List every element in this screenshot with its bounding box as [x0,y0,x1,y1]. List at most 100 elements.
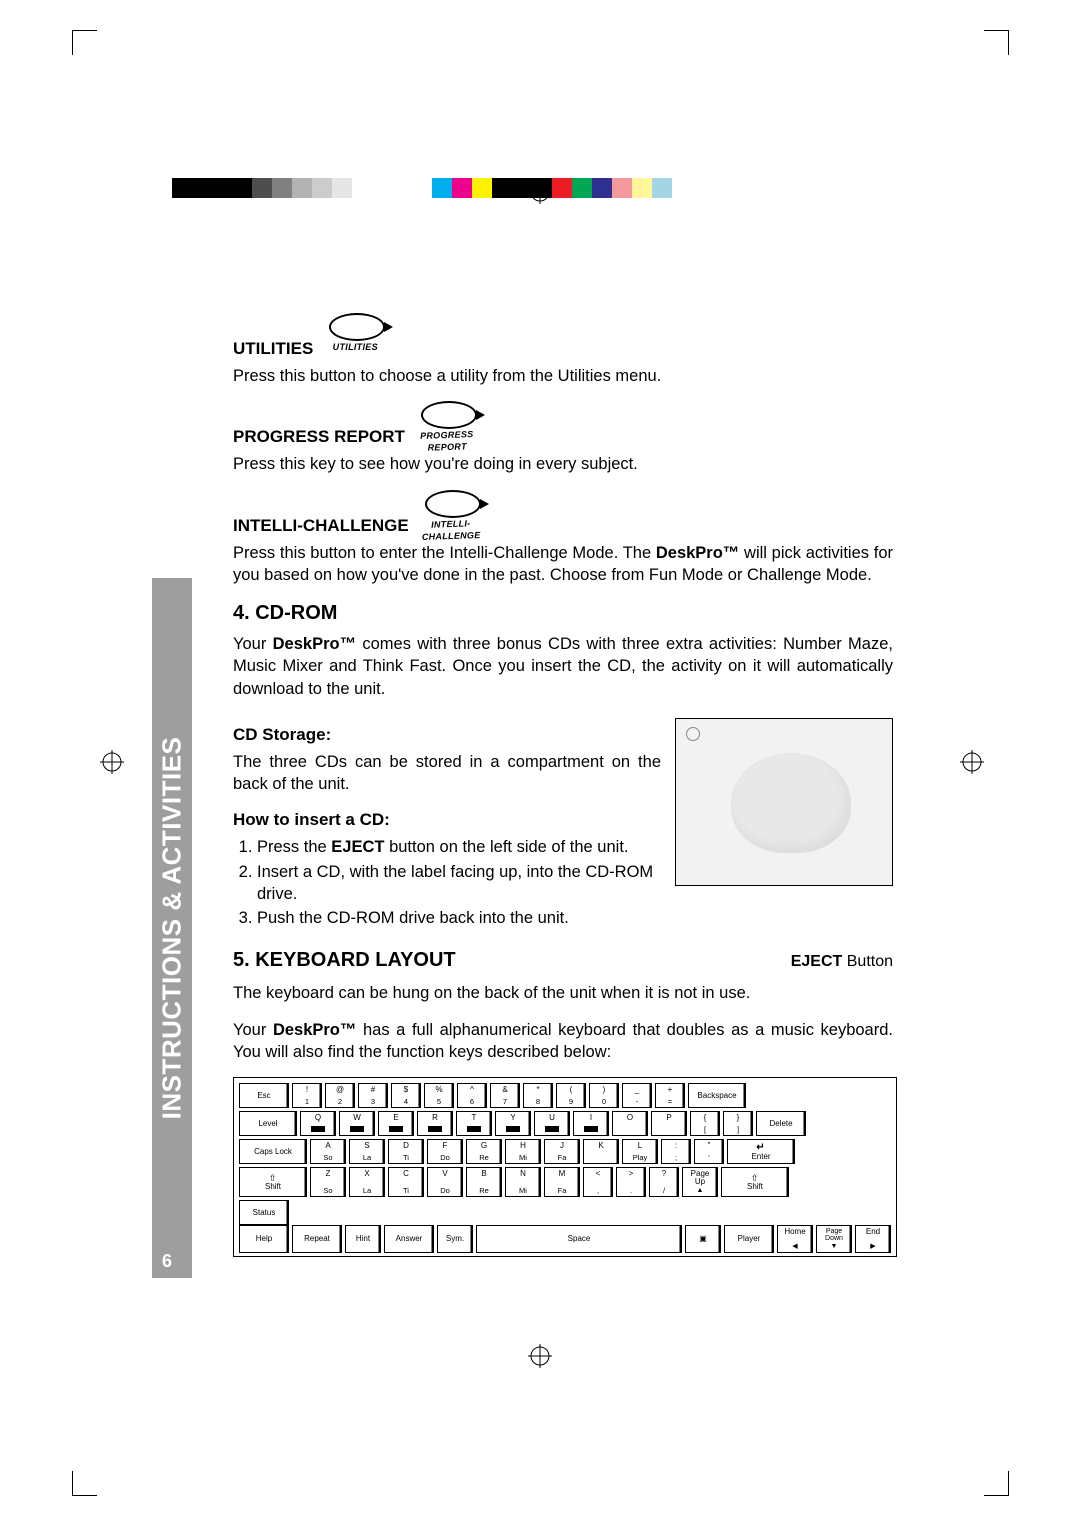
key-Y: Y [495,1111,531,1136]
intelli-icon-caption: INTELLI-CHALLENGE [414,516,487,543]
registration-mark-left [100,750,124,774]
key-=: += [655,1083,685,1108]
cd-storage-text: The three CDs can be stored in a compart… [233,751,661,796]
key-1: !1 [292,1083,322,1108]
key-pageup: Page Up [682,1167,718,1197]
swatch [352,178,372,198]
key-9: (9 [556,1083,586,1108]
intelli-desc: Press this button to enter the Intelli-C… [233,542,893,587]
swatch [552,178,572,198]
swatch [472,178,492,198]
intelli-label: INTELLI-CHALLENGE [233,515,409,538]
key-delete: Delete [756,1111,806,1136]
brand-name: DeskPro™ [656,544,739,562]
key-G: GRe [466,1139,502,1164]
step-2: Insert a CD, with the label facing up, i… [257,861,661,906]
key-E: E [378,1111,414,1136]
key-help: Help [239,1225,289,1253]
key-O: O [612,1111,648,1136]
key-T: T [456,1111,492,1136]
key-P: P [651,1111,687,1136]
key-space: Space [476,1225,682,1253]
key-B: BRe [466,1167,502,1197]
sidebar-title: INSTRUCTIONS & ACTIVITIES [157,737,188,1120]
key-K: K [583,1139,619,1164]
key-sym: Sym. [437,1225,473,1253]
key-W: W [339,1111,375,1136]
key-5: %5 [424,1083,454,1108]
swatch [432,178,452,198]
key-X: XLa [349,1167,385,1197]
keyboard-heading: 5. KEYBOARD LAYOUT [233,947,456,974]
key-status: Status [239,1200,289,1225]
key-Q: Q [300,1111,336,1136]
swatch [332,178,352,198]
step1-bold: EJECT [331,838,384,856]
utilities-icon-caption: UTILITIES [319,341,391,353]
key-period: >. [616,1167,646,1197]
swatch [292,178,312,198]
swatch [392,178,412,198]
key-quote: "' [694,1139,724,1164]
progress-icon-caption: PROGRESS REPORT [411,428,484,455]
kbd-p2-pre: Your [233,1021,273,1039]
eject-button-label: EJECT Button [791,951,893,973]
key-slash: ?/ [649,1167,679,1197]
registration-mark-right [960,750,984,774]
key-shift-l: Shift [239,1167,307,1197]
keyboard-diagram: Esc!1@2#3$4%5^6&7*8(9)0_-+=Backspace Lev… [233,1077,897,1257]
key-esc: Esc [239,1083,289,1108]
brand-name: DeskPro™ [273,1021,356,1039]
step-3: Push the CD-ROM drive back into the unit… [257,907,661,929]
key-M: MFa [544,1167,580,1197]
key-8: *8 [523,1083,553,1108]
key-I: I [573,1111,609,1136]
crop-mark [984,30,1009,55]
key-D: DTi [388,1139,424,1164]
key-level: Level [239,1111,297,1136]
page-content: UTILITIES UTILITIES Press this button to… [233,313,893,1257]
swatch [192,178,212,198]
key-2: @2 [325,1083,355,1108]
utilities-label: UTILITIES [233,338,313,361]
cd-insert-steps: Press the EJECT button on the left side … [233,836,661,929]
key-Z: ZSo [310,1167,346,1197]
key-semicolon: :; [661,1139,691,1164]
key-bracket-r: }] [723,1111,753,1136]
key--: _- [622,1083,652,1108]
key-C: CTi [388,1167,424,1197]
utilities-button-icon: UTILITIES [319,313,391,361]
key-H: HMi [505,1139,541,1164]
registration-mark-top [528,180,552,204]
cd-unit-photo [675,718,893,886]
intelli-desc-pre: Press this button to enter the Intelli-C… [233,544,656,562]
step1-pre: Press the [257,838,331,856]
key-end: End [855,1225,891,1253]
swatch [452,178,472,198]
key-N: NMi [505,1167,541,1197]
kbd-p2: Your DeskPro™ has a full alphanumerical … [233,1019,893,1064]
key-R: R [417,1111,453,1136]
key-media: ▣ [685,1225,721,1253]
key-answer: Answer [384,1225,434,1253]
crop-mark [984,1471,1009,1496]
key-comma: <, [583,1167,613,1197]
key-J: JFa [544,1139,580,1164]
progress-label: PROGRESS REPORT [233,426,405,449]
page-number: 6 [162,1251,172,1272]
cdrom-intro-pre: Your [233,635,273,653]
key-7: &7 [490,1083,520,1108]
key-3: #3 [358,1083,388,1108]
swatch [592,178,612,198]
key-F: FDo [427,1139,463,1164]
color-bar [172,178,672,198]
section-sidebar: INSTRUCTIONS & ACTIVITIES [152,578,192,1278]
key-V: VDo [427,1167,463,1197]
swatch [572,178,592,198]
step1-post: button on the left side of the unit. [384,838,628,856]
step-1: Press the EJECT button on the left side … [257,836,661,858]
key-bracket-l: {[ [690,1111,720,1136]
progress-desc: Press this key to see how you're doing i… [233,453,893,475]
crop-mark [72,1471,97,1496]
swatch [212,178,232,198]
